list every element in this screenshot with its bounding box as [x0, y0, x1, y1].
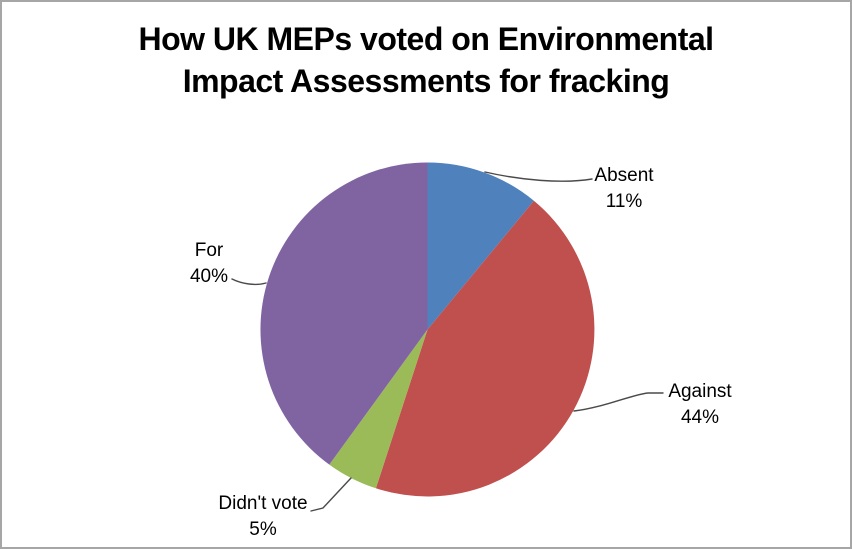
leader-line-for — [231, 278, 267, 286]
label-didnt-vote-pct: 5% — [249, 519, 277, 540]
label-against-name: Against — [668, 381, 732, 402]
label-absent: Absent 11% — [574, 163, 674, 215]
label-absent-name: Absent — [594, 165, 654, 186]
label-against: Against 44% — [650, 379, 750, 431]
label-didnt-vote: Didn't vote 5% — [203, 491, 323, 543]
pie-slice-absent — [427, 162, 534, 330]
label-for-name: For — [194, 240, 224, 261]
leader-line-absent — [484, 171, 593, 182]
leader-line-didnt-vote — [310, 477, 352, 512]
label-against-pct: 44% — [680, 407, 720, 428]
pie-slice-didn-t-vote — [329, 329, 428, 489]
label-didnt-vote-name: Didn't vote — [218, 493, 308, 514]
label-for: For 40% — [159, 238, 259, 290]
leader-line-against — [573, 392, 664, 412]
label-for-pct: 40% — [189, 266, 229, 287]
pie-slice-against — [375, 200, 595, 497]
pie-slice-for — [260, 162, 428, 465]
label-absent-pct: 11% — [605, 191, 643, 212]
chart-title: How UK MEPs voted on Environmental Impac… — [138, 21, 714, 100]
